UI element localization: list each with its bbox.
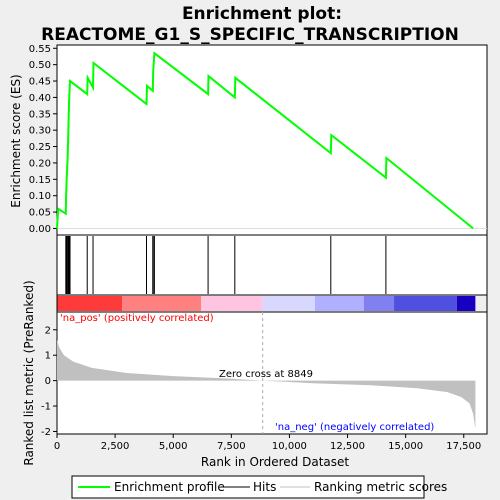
es-ytick-label: 0.40 [29,93,51,104]
hits-panel [56,234,488,296]
rank-ylabel: Ranked list metric (PreRanked) [22,280,36,465]
es-ytick-label: 0.15 [29,175,51,186]
chart-title-line1: Enrichment plot: [182,4,342,24]
rank-ytick-label: 0 [45,376,51,387]
rank-ytick-label: 1 [45,351,51,362]
heat-band-segment [122,296,202,311]
es-ylabel: Enrichment score (ES) [9,74,23,207]
legend-rank-label: Ranking metric scores [314,480,447,494]
es-line [56,51,474,230]
x-tick-label: 15,000 [388,441,423,452]
heat-band-segment [201,296,263,311]
x-tick-label: 12,500 [330,441,365,452]
es-ytick-label: 0.35 [29,109,51,120]
heat-band-segment [456,296,476,311]
es-ytick-label: 0.45 [29,77,51,88]
rank-panel [56,311,488,435]
chart-title-line2: REACTOME_G1_S_SPECIFIC_TRANSCRIPTION [41,25,459,45]
es-ytick-label: 0.30 [29,126,51,137]
es-ytick-label: 0.00 [29,224,51,235]
zero-cross-label: Zero cross at 8849 [219,369,313,380]
x-tick-label: 2,500 [101,441,130,452]
x-axis-label: Rank in Ordered Dataset [201,455,349,469]
es-ytick-label: 0.05 [29,208,51,219]
x-tick-label: 10,000 [272,441,307,452]
rank-ytick-label: -1 [41,402,51,413]
x-tick-label: 0 [54,441,60,452]
legend-hits-label: Hits [253,480,276,494]
heat-band-segment [315,296,364,311]
rank-metric-area [57,340,476,429]
neg-label: 'na_neg' (negatively correlated) [275,422,434,433]
es-ytick-label: 0.10 [29,191,51,202]
es-ytick-label: 0.50 [29,60,51,71]
x-tick-label: 7,500 [217,441,246,452]
heat-band-segment [57,296,123,311]
es-ytick-label: 0.55 [29,44,51,55]
x-tick-label: 17,500 [446,441,481,452]
es-ytick-label: 0.25 [29,142,51,153]
x-tick-label: 5,000 [159,441,188,452]
heat-band-segment [394,296,457,311]
rank-ytick-label: 2 [45,325,51,336]
es-panel [56,44,488,236]
heat-band-segment [363,296,395,311]
heat-band-segment [262,296,315,311]
es-ytick-label: 0.20 [29,158,51,169]
legend-es-label: Enrichment profile [114,480,225,494]
rank-ytick-label: -2 [41,427,51,438]
pos-label: 'na_pos' (positively correlated) [60,313,214,324]
